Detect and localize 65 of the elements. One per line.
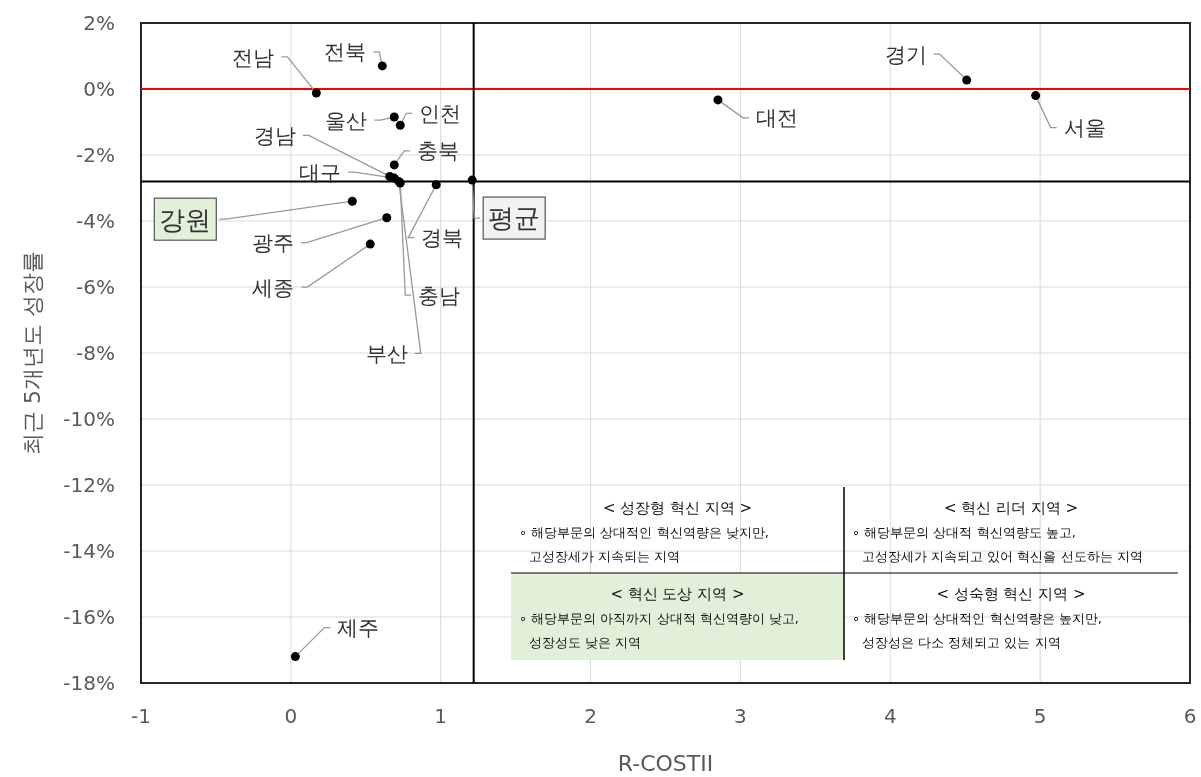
annotation: < 성숙형 혁신 지역 > (936, 585, 1086, 603)
point (347, 196, 357, 206)
x-tick-label: 3 (734, 704, 747, 728)
point (1031, 91, 1041, 101)
annotation: < 성장형 혁신 지역 > (602, 499, 753, 517)
y-tick-label: -18% (63, 671, 115, 695)
annotation: 광주 (251, 231, 294, 256)
annotation: 고성장세가 지속되는 지역 (529, 549, 681, 564)
x-tick-label: 4 (883, 704, 897, 728)
point (365, 239, 375, 249)
annotation: 전북 (324, 40, 367, 65)
point (377, 61, 387, 71)
x-tick-label: -1 (131, 704, 151, 728)
annotation: 성장성도 낮은 지역 (529, 635, 642, 650)
annotation: 충북 (417, 139, 460, 164)
y-tick-label: 0% (83, 77, 115, 101)
point (389, 112, 399, 122)
annotation: ∘ 해당부문의 상대적인 혁신역량은 높지만, (852, 611, 1102, 626)
point (382, 213, 392, 223)
annotation: 성장성은 다소 정체되고 있는 지역 (862, 635, 1061, 650)
y-axis-title: 최근 5개년도 성장률 (20, 251, 45, 455)
annotation: 제주 (337, 616, 380, 641)
annotation: 경기 (884, 42, 927, 67)
y-tick-label: -4% (76, 209, 115, 233)
x-axis-title: R-COSTII (617, 751, 714, 776)
annotation: 대구 (299, 160, 342, 185)
annotation: 인천 (419, 101, 462, 126)
annotation: 경남 (253, 124, 296, 149)
y-tick-label: -10% (63, 407, 115, 431)
x-tick-label: 2 (584, 704, 597, 728)
y-tick-label: -16% (63, 605, 115, 629)
annotation: 서울 (1063, 116, 1106, 141)
point (311, 88, 321, 98)
point (962, 75, 972, 85)
x-tick-label: 5 (1033, 704, 1047, 728)
y-tick-label: -2% (76, 143, 115, 167)
annotation: < 혁신 도상 지역 > (610, 585, 745, 603)
point (431, 180, 441, 190)
annotation: 전남 (232, 45, 275, 70)
x-tick-label: 6 (1183, 704, 1197, 728)
point (395, 120, 405, 130)
annotation: 대전 (755, 106, 798, 131)
annotation: 충남 (418, 283, 461, 308)
point (389, 160, 399, 170)
y-tick-label: -6% (76, 275, 115, 299)
annotation: 부산 (365, 341, 408, 366)
x-tick-label: 1 (434, 704, 448, 728)
annotation: 울산 (325, 108, 368, 133)
annotation: ∘ 해당부문의 상대적인 혁신역량은 낮지만, (519, 525, 769, 540)
annotation: 세종 (252, 275, 295, 300)
annotation: 고성장세가 지속되고 있어 혁신을 선도하는 지역 (862, 549, 1143, 564)
x-tick-label: 0 (284, 704, 298, 728)
point (467, 175, 477, 185)
y-tick-label: -14% (63, 539, 115, 563)
point (713, 95, 723, 105)
annotation: < 혁신 리더 지역 > (943, 499, 1079, 517)
annotation: 경북 (421, 226, 464, 251)
annotation: 평균 (488, 203, 541, 234)
y-tick-label: 2% (83, 11, 115, 35)
annotation: ∘ 해당부문의 아직까지 상대적 혁신역량이 낮고, (519, 611, 799, 626)
y-tick-label: -8% (76, 341, 115, 365)
y-tick-label: -12% (63, 473, 115, 497)
annotation: ∘ 해당부문의 상대적 혁신역량도 높고, (852, 525, 1076, 540)
point (290, 652, 300, 662)
annotation: 강원 (159, 204, 212, 235)
